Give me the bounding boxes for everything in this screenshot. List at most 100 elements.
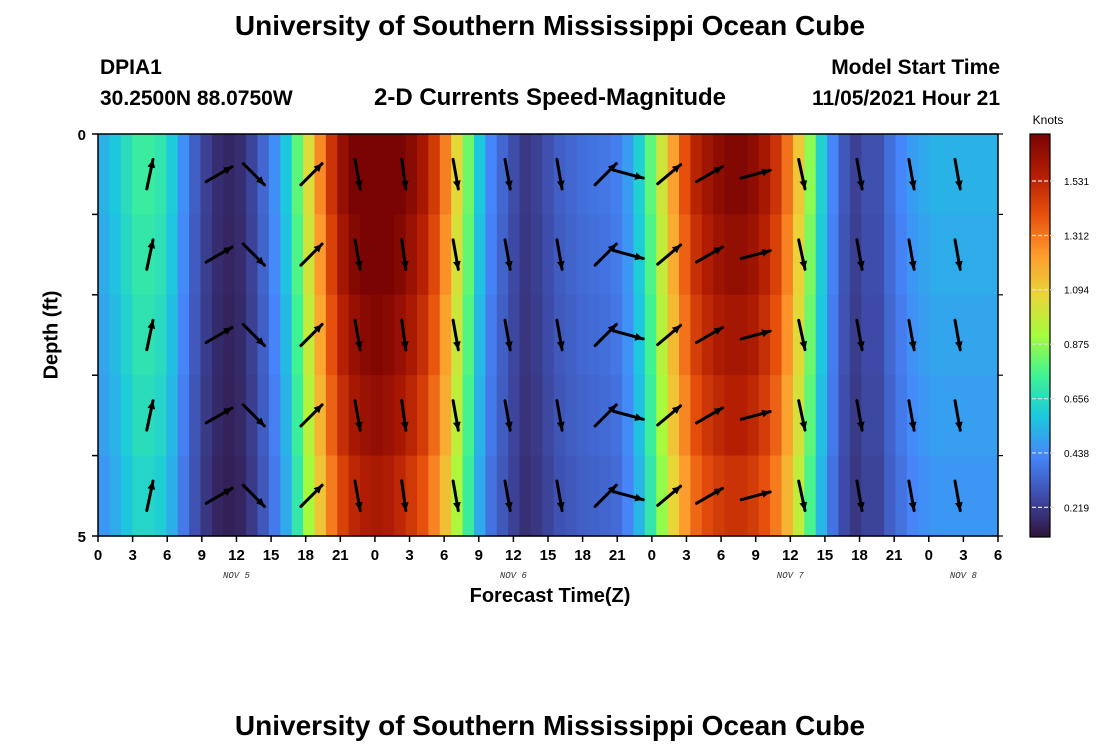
- x-tick-label: 6: [163, 547, 171, 564]
- velocity-arrow: [797, 479, 808, 512]
- heatmap-cell: [428, 455, 441, 537]
- velocity-arrow: [204, 486, 234, 505]
- velocity-arrow: [612, 249, 645, 261]
- heatmap-cell: [405, 375, 418, 457]
- x-tick-label: 0: [94, 547, 102, 564]
- arrow-head: [955, 341, 963, 350]
- velocity-arrow: [503, 157, 513, 191]
- arrow-head: [223, 247, 233, 255]
- arrow-head: [313, 485, 323, 494]
- heatmap-cell: [473, 134, 486, 215]
- heatmap-cell: [200, 294, 213, 376]
- heatmap-cell: [348, 375, 361, 457]
- heatmap-cell: [280, 134, 293, 215]
- arrow-head: [355, 501, 363, 511]
- colorbar-tick-label: 1.094: [1064, 286, 1089, 297]
- velocity-arrow: [299, 483, 324, 508]
- heatmap-cell: [827, 455, 840, 537]
- heatmap-cell: [815, 294, 828, 376]
- heatmap-cell: [827, 134, 840, 215]
- heatmap-cell: [610, 214, 623, 296]
- velocity-arrow: [503, 399, 513, 432]
- x-tick-label: 6: [717, 547, 725, 564]
- x-axis: 0 3 6 9 12 15 18 21 0 3 6 9 12 15 18 21 0 3 6 9 12 15 18 21 0 3 6 N…: [94, 536, 1002, 581]
- heatmap-cell: [416, 294, 429, 376]
- heatmap-cell: [849, 214, 862, 296]
- heatmap-cell: [735, 375, 748, 457]
- x-tick-label: 3: [682, 547, 690, 564]
- velocity-arrow: [145, 318, 156, 352]
- arrow-head: [453, 421, 461, 431]
- arrow-head: [255, 497, 265, 507]
- heatmap-cell: [929, 375, 942, 457]
- velocity-arrow: [656, 404, 683, 427]
- heatmap-cell: [690, 134, 703, 215]
- heatmap-cell: [234, 214, 247, 296]
- x-tick-label: 12: [228, 547, 245, 564]
- heatmap-cell: [154, 375, 167, 457]
- heatmap-cell: [815, 134, 828, 215]
- arrow-head: [607, 485, 617, 494]
- heatmap-cell: [462, 294, 475, 376]
- heatmap-cell: [223, 375, 236, 457]
- velocity-arrow: [353, 238, 363, 271]
- heatmap-cell: [132, 455, 145, 537]
- heatmap-cell: [462, 455, 475, 537]
- velocity-arrow: [907, 318, 917, 352]
- velocity-arrow: [555, 157, 565, 191]
- heatmap-cell: [565, 294, 578, 376]
- velocity-arrow: [953, 318, 963, 352]
- heatmap-cell: [405, 294, 418, 376]
- heatmap-cell: [792, 214, 805, 296]
- heatmap-cell: [838, 455, 851, 537]
- arrow-head: [355, 341, 363, 350]
- heatmap-cell: [439, 214, 452, 296]
- heatmap-cell: [884, 214, 897, 296]
- x-tick-label: 12: [505, 547, 522, 564]
- heatmap-cell: [633, 375, 646, 457]
- heatmap-cell: [371, 214, 384, 296]
- velocity-arrow: [797, 399, 808, 432]
- velocity-arrow: [400, 238, 409, 271]
- heatmap-cell: [496, 214, 509, 296]
- velocity-arrow: [612, 329, 645, 341]
- station-id: DPIA1: [100, 56, 162, 79]
- velocity-arrow: [503, 318, 513, 352]
- heatmap-cell: [963, 134, 976, 215]
- arrow-head: [856, 501, 865, 511]
- heatmap-cell: [895, 134, 908, 215]
- arrow-head: [955, 421, 963, 431]
- heatmap-cell: [986, 375, 999, 457]
- heatmap-cell: [963, 375, 976, 457]
- heatmap-cell: [109, 214, 122, 296]
- heatmap-cell: [610, 294, 623, 376]
- station-location: 30.2500N 88.0750W: [100, 87, 293, 110]
- colorbar-title: Knots: [1033, 113, 1064, 127]
- heatmap-cell: [565, 134, 578, 215]
- heatmap-cell: [576, 134, 589, 215]
- heatmap-cell: [895, 375, 908, 457]
- heatmap-cell: [109, 134, 122, 215]
- arrow-head: [955, 501, 963, 511]
- date-label: NOV 7: [777, 571, 805, 581]
- arrow-head: [400, 341, 409, 350]
- velocity-arrow: [204, 406, 234, 425]
- heatmap-cell: [792, 134, 805, 215]
- heatmap-cell: [735, 455, 748, 537]
- velocity-arrow: [299, 322, 324, 348]
- heatmap-cell: [360, 455, 373, 537]
- arrow-head: [147, 320, 156, 330]
- arrow-head: [255, 176, 265, 185]
- heatmap-cell: [884, 134, 897, 215]
- heatmap-cell: [280, 294, 293, 376]
- velocity-arrow: [353, 157, 363, 191]
- velocity-arrow: [299, 162, 324, 187]
- heatmap-cell: [792, 455, 805, 537]
- heatmap-cell: [542, 294, 555, 376]
- velocity-arrow: [612, 168, 645, 180]
- arrow-head: [400, 421, 409, 431]
- heatmap-cell: [371, 455, 384, 537]
- heatmap-cell: [941, 294, 954, 376]
- heatmap-cell: [895, 455, 908, 537]
- heatmap-cell: [268, 294, 281, 376]
